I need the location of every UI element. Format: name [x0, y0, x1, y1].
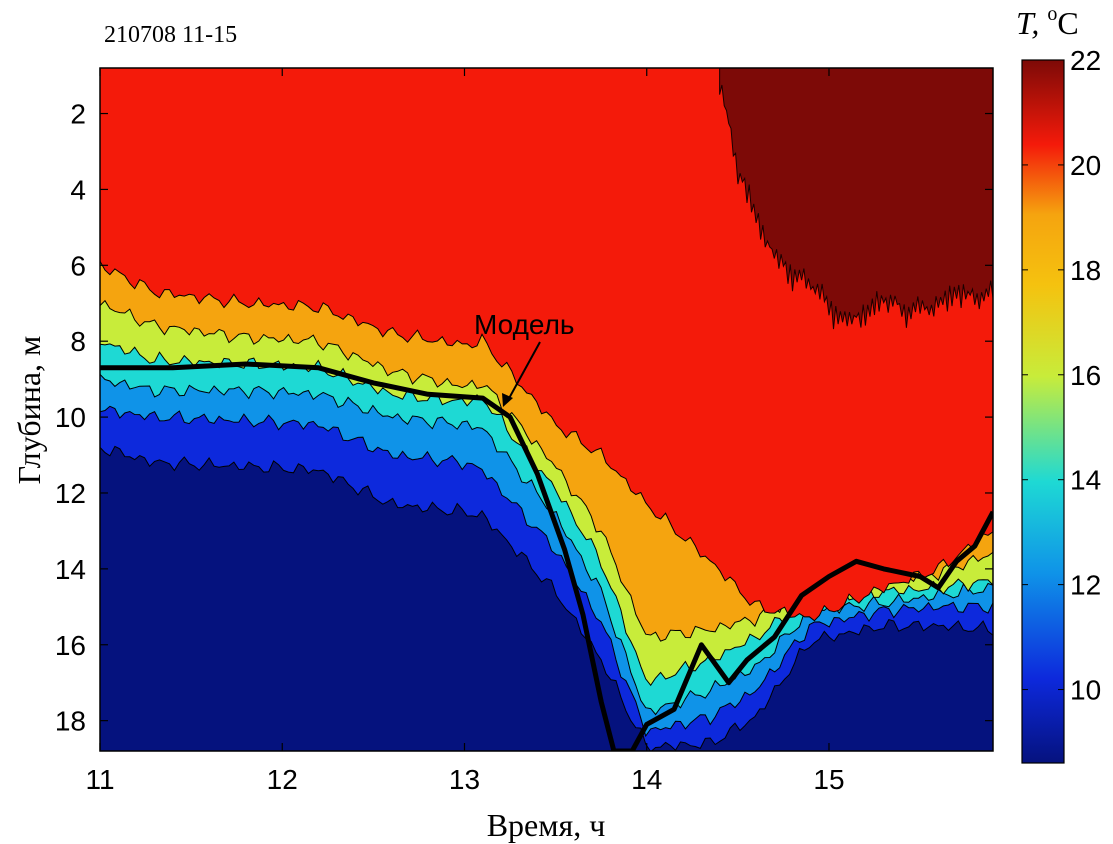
model-annotation: Модель [474, 309, 575, 407]
colorbar-tick-label: 20 [1070, 150, 1101, 181]
x-axis: 11 12 13 14 15 [85, 68, 845, 795]
x-tick-label: 12 [267, 764, 298, 795]
y-tick-label: 8 [70, 326, 86, 357]
y-tick-label: 4 [70, 174, 86, 205]
x-tick-label: 14 [631, 764, 662, 795]
y-tick-label: 14 [55, 554, 86, 585]
colorbar-tick-label: 18 [1070, 255, 1101, 286]
colorbar: 10 12 14 16 18 20 22 T, oC [1016, 3, 1101, 764]
y-tick-label: 18 [55, 706, 86, 737]
colorbar-tick-label: 22 [1070, 45, 1101, 76]
y-axis-label: Глубина, м [11, 336, 47, 485]
colorbar-tick-label: 10 [1070, 675, 1101, 706]
y-tick-label: 12 [55, 478, 86, 509]
model-label: Модель [474, 309, 575, 340]
y-tick-label: 10 [55, 402, 86, 433]
colorbar-gradient [1021, 59, 1065, 764]
x-tick-label: 11 [85, 764, 114, 795]
colorbar-label: T, oC [1016, 3, 1079, 41]
colorbar-tick-label: 14 [1070, 465, 1101, 496]
colorbar-ticks: 10 12 14 16 18 20 22 [1022, 45, 1101, 706]
plot-frame [99, 67, 994, 752]
colorbar-tick-label: 12 [1070, 570, 1101, 601]
chart-title: 210708 11-15 [104, 22, 237, 48]
model-line [100, 361, 993, 751]
x-tick-label: 13 [449, 764, 480, 795]
model-arrowhead [502, 393, 513, 407]
y-axis: 2 4 6 8 10 12 14 16 18 [55, 99, 993, 737]
model-arrow [506, 341, 541, 403]
colorbar-tick-label: 16 [1070, 360, 1101, 391]
y-tick-label: 2 [70, 99, 86, 130]
y-tick-label: 6 [70, 250, 86, 281]
contour-level-22 [719, 68, 993, 330]
x-axis-label: Время, ч [487, 807, 606, 843]
plot-area [100, 68, 993, 751]
y-tick-label: 16 [55, 630, 86, 661]
x-tick-label: 15 [813, 764, 844, 795]
